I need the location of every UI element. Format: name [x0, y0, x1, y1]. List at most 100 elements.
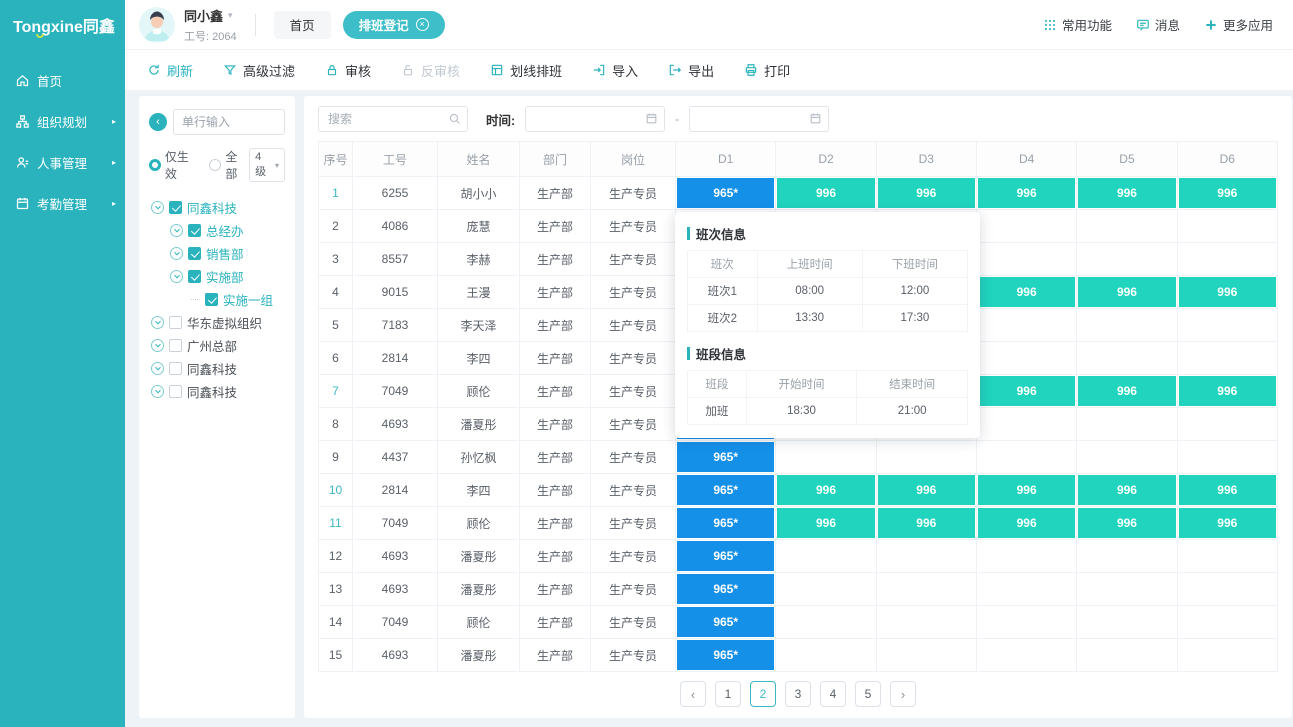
- shift-cell-d5[interactable]: [1076, 407, 1178, 441]
- tree-filter-radio[interactable]: 仅生效: [149, 148, 200, 182]
- shift-badge[interactable]: 996: [877, 508, 975, 538]
- tab-home[interactable]: 首页: [273, 10, 331, 39]
- shift-cell-d1[interactable]: 965*: [674, 638, 777, 672]
- shift-badge[interactable]: 996: [1178, 508, 1276, 538]
- shift-badge[interactable]: 965*: [677, 574, 775, 604]
- shift-cell-d6[interactable]: [1176, 308, 1279, 342]
- date-end-input[interactable]: [689, 106, 830, 132]
- shift-cell-d1[interactable]: 965*: [674, 440, 777, 474]
- shift-badge[interactable]: 965*: [677, 541, 775, 571]
- shift-cell-d4[interactable]: [975, 539, 1078, 573]
- shift-cell-d2[interactable]: 996: [775, 473, 877, 507]
- page-button-2[interactable]: 2: [750, 681, 776, 707]
- tree-checkbox[interactable]: [169, 362, 182, 375]
- toolbar-approve-button[interactable]: 审核: [325, 61, 371, 80]
- shift-badge[interactable]: 965*: [677, 178, 775, 208]
- row-index-cell[interactable]: 5: [318, 308, 353, 342]
- shift-badge[interactable]: 996: [877, 475, 975, 505]
- shift-cell-d5[interactable]: [1076, 341, 1178, 375]
- shift-cell-d4[interactable]: 996: [975, 176, 1078, 210]
- shift-badge[interactable]: 996: [777, 508, 875, 538]
- tree-node[interactable]: 同鑫科技: [149, 196, 285, 219]
- shift-cell-d2[interactable]: 996: [775, 176, 877, 210]
- row-index-cell[interactable]: 8: [318, 407, 353, 441]
- tree-checkbox[interactable]: [169, 316, 182, 329]
- shift-cell-d5[interactable]: [1076, 242, 1178, 276]
- tree-checkbox[interactable]: [169, 339, 182, 352]
- row-index-cell[interactable]: 7: [318, 374, 353, 408]
- shift-cell-d5[interactable]: [1076, 638, 1178, 672]
- shift-cell-d5[interactable]: 996: [1076, 374, 1178, 408]
- shift-cell-d2[interactable]: [775, 572, 877, 606]
- tree-search-input[interactable]: [173, 109, 285, 135]
- shift-cell-d4[interactable]: [975, 440, 1078, 474]
- shift-badge[interactable]: 996: [1178, 475, 1276, 505]
- shift-cell-d2[interactable]: 996: [775, 506, 877, 540]
- tree-node[interactable]: 总经办: [149, 219, 285, 242]
- shift-cell-d6[interactable]: [1176, 242, 1279, 276]
- row-index-cell[interactable]: 2: [318, 209, 353, 243]
- shift-cell-d6[interactable]: [1176, 539, 1279, 573]
- shift-badge[interactable]: 996: [977, 508, 1076, 538]
- tree-node[interactable]: 销售部: [149, 242, 285, 265]
- row-index-cell[interactable]: 11: [318, 506, 353, 540]
- close-icon[interactable]: ×: [415, 18, 429, 31]
- shift-cell-d5[interactable]: [1076, 605, 1178, 639]
- expand-icon[interactable]: [170, 247, 183, 260]
- shift-badge[interactable]: 996: [877, 178, 975, 208]
- shift-cell-d3[interactable]: [875, 539, 977, 573]
- toolbar-advanced-filter-button[interactable]: 高级过滤: [223, 61, 295, 80]
- shift-cell-d6[interactable]: [1176, 572, 1279, 606]
- shift-cell-d5[interactable]: 996: [1076, 275, 1178, 309]
- grid-search-input[interactable]: [318, 106, 468, 132]
- shift-cell-d2[interactable]: [775, 605, 877, 639]
- page-button-1[interactable]: 1: [715, 681, 741, 707]
- shift-cell-d5[interactable]: 996: [1076, 473, 1178, 507]
- row-index-cell[interactable]: 9: [318, 440, 353, 474]
- shift-badge[interactable]: 996: [977, 178, 1076, 208]
- toolbar-export-button[interactable]: 导出: [668, 61, 714, 80]
- row-index-cell[interactable]: 4: [318, 275, 353, 309]
- shift-badge[interactable]: 996: [1178, 376, 1276, 406]
- shift-cell-d1[interactable]: 965*: [674, 605, 777, 639]
- shift-cell-d6[interactable]: 996: [1176, 374, 1279, 408]
- user-name[interactable]: 同小鑫 ▾: [184, 6, 237, 25]
- tree-filter-radio[interactable]: 全部: [209, 148, 249, 182]
- tree-node[interactable]: 广州总部: [149, 334, 285, 357]
- expand-icon[interactable]: [170, 270, 183, 283]
- shift-cell-d6[interactable]: [1176, 638, 1279, 672]
- shift-cell-d6[interactable]: 996: [1176, 176, 1279, 210]
- shift-cell-d5[interactable]: [1076, 209, 1178, 243]
- tree-checkbox[interactable]: [188, 224, 201, 237]
- shift-badge[interactable]: 996: [1078, 475, 1176, 505]
- level-select[interactable]: 4级 ▾: [249, 148, 285, 182]
- shift-badge[interactable]: 965*: [677, 475, 775, 505]
- shift-cell-d6[interactable]: [1176, 341, 1279, 375]
- shift-badge[interactable]: 996: [1178, 277, 1276, 307]
- shift-cell-d4[interactable]: 996: [975, 374, 1078, 408]
- shift-cell-d6[interactable]: [1176, 407, 1279, 441]
- tree-node[interactable]: 同鑫科技: [149, 380, 285, 403]
- tree-node[interactable]: 同鑫科技: [149, 357, 285, 380]
- shift-cell-d6[interactable]: 996: [1176, 506, 1279, 540]
- shift-cell-d2[interactable]: [775, 440, 877, 474]
- shift-cell-d1[interactable]: 965*: [674, 539, 777, 573]
- shift-cell-d5[interactable]: [1076, 572, 1178, 606]
- shift-cell-d6[interactable]: 996: [1176, 473, 1279, 507]
- shift-cell-d3[interactable]: [875, 605, 977, 639]
- row-index-cell[interactable]: 6: [318, 341, 353, 375]
- expand-icon[interactable]: [151, 385, 164, 398]
- shift-cell-d4[interactable]: [975, 308, 1078, 342]
- shift-cell-d4[interactable]: [975, 209, 1078, 243]
- toolbar-import-button[interactable]: 导入: [592, 61, 638, 80]
- shift-cell-d5[interactable]: 996: [1076, 506, 1178, 540]
- shift-cell-d4[interactable]: [975, 572, 1078, 606]
- tree-checkbox[interactable]: [169, 201, 182, 214]
- shift-cell-d1[interactable]: 965*: [674, 572, 777, 606]
- expand-icon[interactable]: [151, 362, 164, 375]
- toolbar-print-button[interactable]: 打印: [744, 61, 790, 80]
- row-index-cell[interactable]: 1: [318, 176, 353, 210]
- shift-cell-d2[interactable]: [775, 539, 877, 573]
- expand-icon[interactable]: [151, 201, 164, 214]
- shift-cell-d5[interactable]: [1076, 308, 1178, 342]
